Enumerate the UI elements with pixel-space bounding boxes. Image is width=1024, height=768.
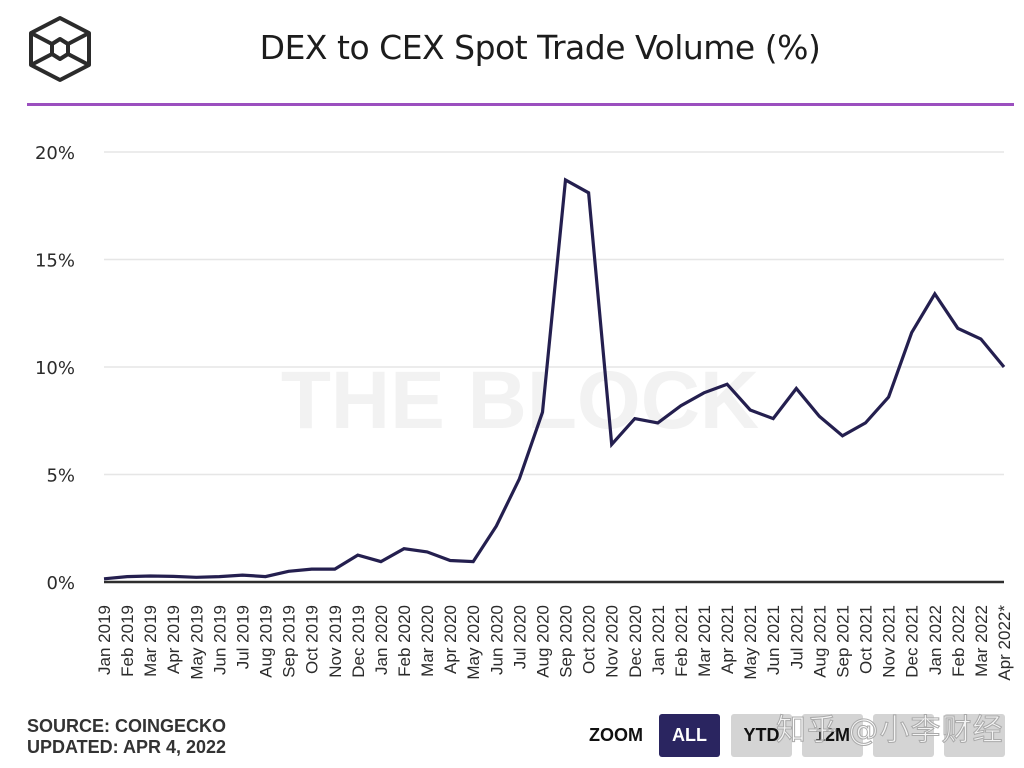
zoom-label: ZOOM <box>589 725 643 745</box>
y-tick-label: 0% <box>46 573 75 594</box>
title-divider <box>27 103 1014 106</box>
x-tick-label: Nov 2019 <box>326 605 345 678</box>
x-tick-label: Jun 2020 <box>487 605 506 675</box>
x-tick-label: Aug 2021 <box>810 605 829 678</box>
x-tick-label: Aug 2020 <box>533 605 552 678</box>
x-tick-label: Apr 2021 <box>718 605 737 674</box>
x-tick-label: Oct 2021 <box>857 605 876 674</box>
x-tick-label: Feb 2022 <box>949 605 968 677</box>
chart-title: DEX to CEX Spot Trade Volume (%) <box>259 28 821 67</box>
x-tick-label: Jun 2021 <box>764 605 783 675</box>
x-tick-label: Mar 2022 <box>972 605 991 677</box>
x-tick-label: Mar 2020 <box>418 605 437 677</box>
line-chart: THE BLOCK 0% 5% 10% 15% 20% Jan 2019 Feb 2019… <box>35 143 1014 681</box>
x-tick-label: Mar 2019 <box>141 605 160 677</box>
zoom-button-4[interactable] <box>873 714 934 757</box>
zoom-button-5[interactable] <box>944 714 1005 757</box>
x-tick-label: Nov 2020 <box>603 605 622 678</box>
x-tick-label: Jul 2020 <box>510 605 529 669</box>
y-tick-label: 5% <box>46 466 75 487</box>
x-tick-label: Jan 2022 <box>926 605 945 675</box>
the-block-logo-icon <box>29 16 91 82</box>
x-tick-label: Feb 2019 <box>118 605 137 677</box>
chart-footer: SOURCE: COINGECKO UPDATED: APR 4, 2022 <box>27 716 226 758</box>
x-tick-label: Dec 2020 <box>626 605 645 678</box>
x-tick-label: Apr 2019 <box>164 605 183 674</box>
updated-label: UPDATED: APR 4, 2022 <box>27 737 227 757</box>
series-line <box>103 177 1006 581</box>
x-tick-label: Aug 2019 <box>257 605 276 678</box>
x-tick-label: Jul 2021 <box>787 605 806 669</box>
x-tick-label: Nov 2021 <box>880 605 899 678</box>
x-tick-label: May 2021 <box>741 605 760 680</box>
zoom-12m-button[interactable]: 12M <box>802 714 863 757</box>
x-tick-label: Jan 2019 <box>95 605 114 675</box>
source-label: SOURCE: COINGECKO <box>27 716 227 736</box>
x-tick-label: Oct 2019 <box>303 605 322 674</box>
y-tick-label: 20% <box>35 143 75 164</box>
x-tick-label: Sep 2021 <box>833 605 852 678</box>
x-tick-label: Sep 2019 <box>280 605 299 678</box>
x-tick-label: Oct 2020 <box>580 605 599 674</box>
x-tick-label: May 2020 <box>464 605 483 680</box>
x-tick-label: Feb 2020 <box>395 605 414 677</box>
the-block-watermark: THE BLOCK <box>281 355 759 446</box>
y-tick-label: 15% <box>35 251 75 272</box>
zhihu-watermark: 知乎 @小李财经 <box>776 713 1004 749</box>
x-tick-label: Jul 2019 <box>233 605 252 669</box>
x-tick-label: Feb 2021 <box>672 605 691 677</box>
x-tick-label: Sep 2020 <box>557 605 576 678</box>
x-tick-label: Dec 2021 <box>903 605 922 678</box>
y-tick-label: 10% <box>35 358 75 379</box>
zoom-ytd-button[interactable]: YTD <box>731 714 792 757</box>
x-tick-label: Jun 2019 <box>210 605 229 675</box>
x-tick-label: Apr 2022* <box>995 605 1014 681</box>
x-tick-label: Apr 2020 <box>441 605 460 674</box>
x-tick-label: Dec 2019 <box>349 605 368 678</box>
zoom-all-button[interactable]: ALL <box>659 714 720 757</box>
x-tick-label: Jan 2020 <box>372 605 391 675</box>
x-tick-label: May 2019 <box>187 605 206 680</box>
x-tick-label: Mar 2021 <box>695 605 714 677</box>
x-tick-label: Jan 2021 <box>649 605 668 675</box>
